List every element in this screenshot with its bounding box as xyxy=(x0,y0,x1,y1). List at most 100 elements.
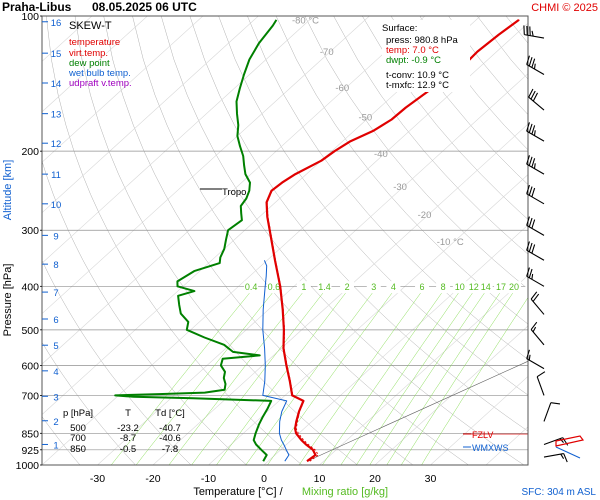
altitude-tick-label: 4 xyxy=(53,367,58,378)
table-cell-t: -23.2 xyxy=(117,423,139,434)
wind-barb-flag xyxy=(563,453,568,463)
wind-barb xyxy=(523,25,545,39)
altitude-tick-label: 13 xyxy=(51,110,62,121)
dry-adiabat xyxy=(477,16,528,80)
mixing-ratio-label: 14 xyxy=(481,282,491,292)
mixing-ratio-label: 4 xyxy=(391,282,396,292)
mixing-ratio-line xyxy=(356,286,478,465)
pressure-tick-label: 850 xyxy=(21,428,39,440)
dry-adiabat xyxy=(505,16,528,44)
mixing-ratio-label-bg xyxy=(478,281,493,294)
altitude-tick-label: 3 xyxy=(53,392,58,403)
mixing-ratio-label: 20 xyxy=(509,282,519,292)
pressure-tick-label: 1000 xyxy=(16,460,40,472)
table-cell-td: -7.8 xyxy=(162,444,178,455)
mixing-ratio-label-bg xyxy=(507,281,522,294)
wind-barb-flag xyxy=(526,55,530,65)
wind-barb-flag xyxy=(528,242,533,252)
wind-barb-staff xyxy=(530,329,545,346)
isotherm xyxy=(485,426,528,465)
mixing-ratio-line xyxy=(216,286,351,465)
wind-barb-flag xyxy=(531,187,536,197)
mixing-ratio-label: 1 xyxy=(301,282,306,292)
mixing-ratio-label-bg xyxy=(525,281,528,294)
mixing-ratio-label: 3 xyxy=(371,282,376,292)
wind-barb-flag xyxy=(530,321,538,330)
wind-barb xyxy=(530,321,545,346)
wind-barb-staff xyxy=(524,34,545,39)
x-tick-label: 20 xyxy=(369,473,381,485)
wmxws-label: WMXWS xyxy=(472,443,509,453)
altitude-tick-label: 2 xyxy=(53,417,58,428)
x-tick-label: 10 xyxy=(314,473,326,485)
wind-barb-flag xyxy=(528,217,533,228)
wind-barb-flag xyxy=(528,268,533,278)
y-axis-title-altitude: Altitude [km] xyxy=(2,160,14,221)
surface-tconv: t-conv: 10.9 °C xyxy=(386,70,449,81)
fzlv-label: FZLV xyxy=(472,430,493,440)
isotherm xyxy=(42,16,259,214)
wind-barb-staff xyxy=(543,453,564,458)
x-tick-label: -10 xyxy=(201,473,216,485)
mixing-ratio-line xyxy=(168,286,308,465)
pressure-tick-label: 700 xyxy=(21,390,39,402)
wind-barb-staff xyxy=(526,64,545,75)
altitude-tick-label: 10 xyxy=(51,200,62,211)
legend-item-wet-bulb: wet bulb temp. xyxy=(68,68,131,79)
isotherm-label: -40 xyxy=(374,149,388,160)
mixing-ratio-line xyxy=(267,286,398,465)
surface-tmxfc: t-mxfc: 12.9 °C xyxy=(386,80,449,91)
wind-barb-staff xyxy=(530,298,545,315)
wind-barb-flag xyxy=(528,123,533,133)
wind-barb xyxy=(526,241,545,261)
surface-dwpt: dwpt: -0.9 °C xyxy=(386,55,441,66)
mixing-ratio-line xyxy=(340,286,464,465)
pressure-tick-label: 500 xyxy=(21,325,39,337)
sounding-datetime: 08.05.2025 06 UTC xyxy=(92,0,197,14)
dry-adiabat xyxy=(592,16,600,465)
legend-item-temperature: temperature xyxy=(69,37,120,48)
x-tick-label: -30 xyxy=(90,473,105,485)
mixing-ratio-line xyxy=(191,286,329,465)
y-axis-title: Pressure [hPa] xyxy=(2,264,14,337)
station-title: Praha-Libus xyxy=(2,0,72,14)
altitude-tick-label: 9 xyxy=(53,231,58,242)
mixing-ratio-label-bg xyxy=(452,281,467,294)
wind-barb-flag xyxy=(532,293,540,302)
dry-adiabat xyxy=(362,16,528,220)
wind-barb-flag xyxy=(533,63,536,70)
wind-barb-staff xyxy=(526,193,545,205)
table-header-t: T xyxy=(125,408,131,419)
surface-elevation: SFC: 304 m ASL xyxy=(522,487,597,498)
wind-barb-staff xyxy=(526,163,545,175)
mixing-ratio-line xyxy=(322,286,447,465)
wind-barb xyxy=(526,155,545,175)
pressure-tick-label: 200 xyxy=(21,146,39,158)
wind-barb-staff xyxy=(536,376,545,396)
table-cell-t: -8.7 xyxy=(120,433,136,444)
mixing-ratio-label: 17 xyxy=(496,282,506,292)
isotherm-label: -20 xyxy=(418,210,432,221)
x-axis-title-mixing: Mixing ratio [g/kg] xyxy=(302,486,388,498)
mixing-ratio-line xyxy=(245,286,378,465)
wind-barb-flag xyxy=(530,90,536,100)
mixing-ratio-line xyxy=(135,286,278,465)
altitude-tick-label: 7 xyxy=(53,288,58,299)
isotherm xyxy=(97,73,528,465)
mixing-ratio-label: 2 xyxy=(345,282,350,292)
wind-barb-flag xyxy=(532,326,537,333)
wind-barb-flag xyxy=(528,57,533,67)
mixing-ratio-label: 0.6 xyxy=(268,282,281,292)
wind-barb-flag xyxy=(559,438,564,444)
wind-barb-staff xyxy=(526,130,545,142)
wind-barb-flag xyxy=(531,158,536,168)
wind-barb xyxy=(528,88,545,111)
isotherm xyxy=(430,375,528,465)
dry-adiabat xyxy=(535,16,600,465)
wind-barb-staff xyxy=(526,249,545,261)
dry-adiabat xyxy=(247,16,528,360)
wind-barb-flag xyxy=(528,354,531,361)
mixing-ratio-label: 6 xyxy=(420,282,425,292)
isotherm xyxy=(319,275,528,465)
mixing-ratio-label-bg xyxy=(266,281,281,294)
